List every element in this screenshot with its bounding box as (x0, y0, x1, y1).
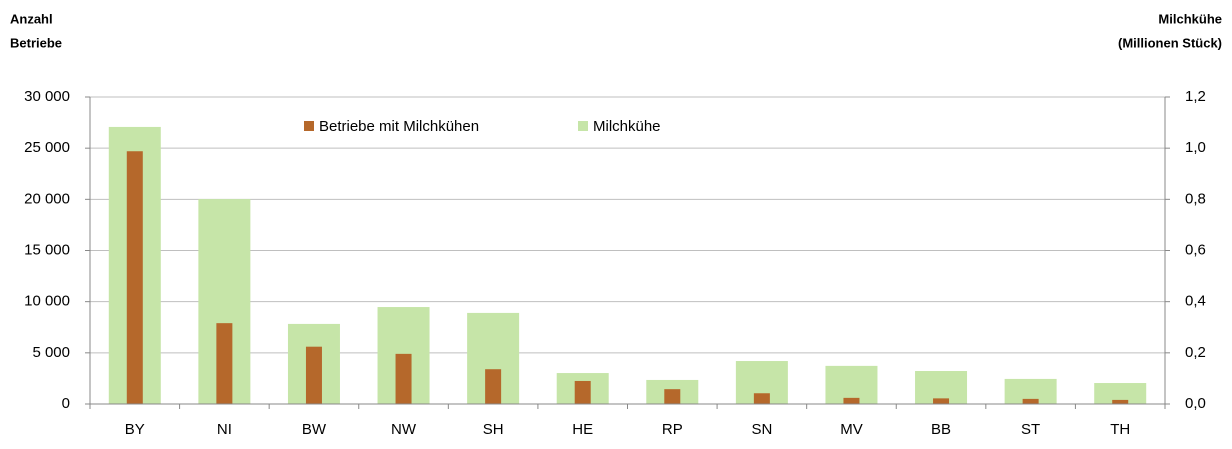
x-tick-label: HE (572, 421, 593, 438)
y2-tick-label: 0,6 (1185, 241, 1206, 258)
y2-tick-label: 0,0 (1185, 395, 1206, 412)
bar (825, 365, 878, 404)
legend-label: Milchkühe (593, 118, 661, 135)
y-axis-title: Betriebe (10, 35, 62, 50)
y-tick-label: 5 000 (32, 344, 70, 361)
x-tick-label: BY (125, 421, 145, 438)
x-tick-label: TH (1110, 421, 1130, 438)
x-tick-label: MV (840, 421, 863, 438)
x-tick-label: SN (751, 421, 772, 438)
bar (753, 393, 770, 404)
y-axis-title: Anzahl (10, 11, 53, 26)
bar (485, 369, 502, 404)
bar (933, 398, 950, 404)
bar (1022, 398, 1039, 404)
legend-swatch (578, 121, 588, 131)
x-tick-label: RP (662, 421, 683, 438)
bar (664, 389, 681, 404)
y-tick-label: 15 000 (24, 241, 70, 258)
y2-tick-label: 0,8 (1185, 190, 1206, 207)
y2-tick-label: 1,0 (1185, 139, 1206, 156)
bar (395, 353, 412, 404)
y-tick-label: 0 (62, 395, 70, 412)
bar (843, 397, 860, 404)
x-tick-label: BB (931, 421, 951, 438)
bar (574, 380, 591, 404)
bar (1094, 383, 1147, 404)
y-tick-label: 20 000 (24, 190, 70, 207)
y2-axis-title: (Millionen Stück) (1118, 35, 1222, 50)
bar (216, 323, 233, 404)
y-tick-label: 25 000 (24, 139, 70, 156)
y2-axis-title: Milchkühe (1158, 11, 1222, 26)
x-tick-label: ST (1021, 421, 1040, 438)
bar (305, 346, 322, 404)
y-tick-label: 30 000 (24, 88, 70, 105)
y2-tick-label: 0,2 (1185, 344, 1206, 361)
legend-swatch (304, 121, 314, 131)
legend-label: Betriebe mit Milchkühen (319, 118, 479, 135)
x-tick-label: NW (391, 421, 417, 438)
bar (1112, 399, 1129, 404)
bar (126, 151, 143, 404)
x-tick-label: BW (302, 421, 327, 438)
y2-tick-label: 1,2 (1185, 88, 1206, 105)
y2-tick-label: 0,4 (1185, 293, 1206, 310)
x-tick-label: NI (217, 421, 232, 438)
x-tick-label: SH (483, 421, 504, 438)
y-tick-label: 10 000 (24, 293, 70, 310)
